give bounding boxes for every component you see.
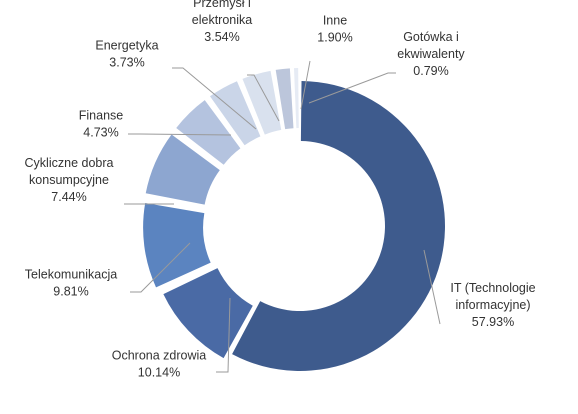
slice-category-label: Telekomunikacja bbox=[25, 268, 117, 282]
slice-category-label: ekwiwalenty bbox=[397, 47, 465, 61]
slice-4 bbox=[145, 134, 220, 205]
slice-category-label: Gotówka i bbox=[403, 30, 459, 44]
slice-value-label: 57.93% bbox=[472, 315, 514, 329]
leader-line-7 bbox=[247, 74, 280, 122]
slice-6 bbox=[209, 81, 261, 146]
slice-5 bbox=[176, 100, 241, 165]
slice-value-label: 7.44% bbox=[51, 190, 86, 204]
slice-8 bbox=[275, 68, 294, 130]
slice-category-label: IT (Technologie bbox=[450, 281, 535, 295]
leader-line-9 bbox=[308, 72, 396, 104]
slice-category-label: Energetyka bbox=[95, 39, 158, 53]
leader-line-3 bbox=[130, 242, 191, 293]
labels-layer: IT (Technologie informacyjne) 57.93% Ochron… bbox=[25, 0, 536, 380]
leader-line-8 bbox=[300, 60, 311, 110]
slice-category-label: Cykliczne dobra bbox=[25, 156, 114, 170]
leader-lines-layer bbox=[124, 60, 441, 373]
slice-value-label: 3.54% bbox=[204, 30, 239, 44]
slice-label-5: Finanse 4.73% bbox=[79, 109, 124, 140]
slice-label-4: Cykliczne dobra konsumpcyjne 7.44% bbox=[25, 156, 114, 204]
slice-value-label: 4.73% bbox=[83, 126, 118, 140]
slice-9 bbox=[294, 68, 299, 129]
slice-category-label: Inne bbox=[323, 14, 347, 28]
slice-category-label: konsumpcyjne bbox=[29, 173, 109, 187]
slice-label-7: Przemysł i elektronika 3.54% bbox=[192, 0, 252, 44]
slice-label-2: Ochrona zdrowia 10.14% bbox=[112, 349, 207, 380]
slice-value-label: 10.14% bbox=[138, 366, 180, 380]
slice-label-8: Inne 1.90% bbox=[317, 14, 352, 45]
leader-line-1 bbox=[423, 249, 441, 325]
slice-value-label: 0.79% bbox=[413, 64, 448, 78]
slice-value-label: 3.73% bbox=[109, 56, 144, 70]
slice-label-9: Gotówka i ekwiwalenty 0.79% bbox=[397, 30, 465, 78]
leader-line-2 bbox=[216, 297, 231, 373]
slice-category-label: elektronika bbox=[192, 13, 252, 27]
leader-line-6 bbox=[172, 67, 257, 130]
slice-1 bbox=[232, 81, 445, 372]
slice-label-6: Energetyka 3.73% bbox=[95, 39, 158, 70]
slice-2 bbox=[163, 268, 253, 359]
slice-7 bbox=[242, 70, 282, 135]
slice-value-label: 9.81% bbox=[53, 285, 88, 299]
slice-category-label: informacyjne) bbox=[455, 298, 530, 312]
slices-layer bbox=[143, 68, 445, 372]
slice-category-label: Przemysł i bbox=[193, 0, 251, 10]
slice-3 bbox=[143, 202, 211, 288]
slice-category-label: Ochrona zdrowia bbox=[112, 349, 207, 363]
slice-label-1: IT (Technologie informacyjne) 57.93% bbox=[450, 281, 535, 329]
slice-value-label: 1.90% bbox=[317, 31, 352, 45]
leader-line-5 bbox=[128, 133, 232, 136]
slice-label-3: Telekomunikacja 9.81% bbox=[25, 268, 117, 299]
slice-category-label: Finanse bbox=[79, 109, 124, 123]
